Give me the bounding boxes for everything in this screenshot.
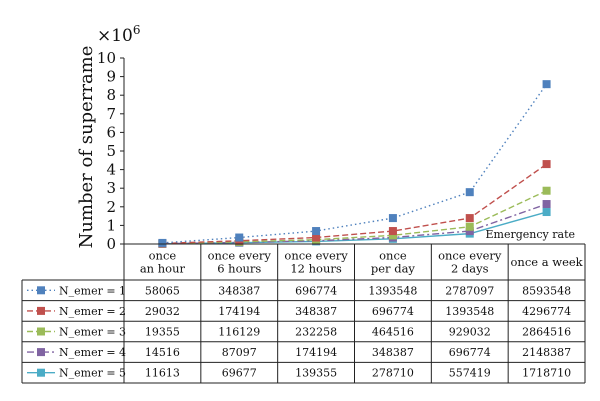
- series-line: [162, 190, 547, 245]
- y-tick-label: 3: [106, 179, 116, 197]
- legend-marker: [37, 327, 45, 336]
- table-cell: 696774: [372, 305, 414, 318]
- table-cell: 87097: [222, 346, 257, 359]
- table-cell: 557419: [449, 367, 491, 380]
- y-exponent-base: ×10: [97, 26, 133, 46]
- table-header-line: an hour: [140, 262, 186, 276]
- table-cell: 29032: [145, 305, 180, 318]
- table-cell: 696774: [449, 346, 491, 359]
- series-point: [312, 227, 321, 236]
- y-tick-label: 0: [106, 235, 116, 253]
- legend-marker: [37, 286, 45, 295]
- table-header-line: 6 hours: [217, 262, 261, 276]
- series-point: [388, 231, 397, 240]
- table-cell: 2864516: [522, 326, 571, 339]
- series-point: [465, 214, 474, 223]
- table-header-line: once a week: [510, 255, 583, 269]
- table-cell: 8593548: [522, 284, 571, 297]
- series-point: [465, 222, 474, 231]
- table-cell: 2787097: [445, 284, 494, 297]
- series-point: [542, 160, 551, 169]
- series-point: [542, 200, 551, 209]
- series-point: [312, 233, 321, 242]
- y-axis-label: Number of superrame: [76, 46, 97, 249]
- table-header-line: once every: [284, 249, 348, 263]
- table-header-label: once every 6 hours: [208, 249, 272, 276]
- table-cell: 278710: [372, 367, 414, 380]
- legend-marker: [37, 368, 45, 377]
- table-cell: 696774: [295, 284, 337, 297]
- table-cell: 232258: [295, 326, 337, 339]
- series-point: [388, 214, 397, 223]
- table-cell: 116129: [218, 326, 260, 339]
- series-line: [162, 163, 547, 245]
- y-tick-label: 6: [106, 123, 116, 141]
- table-header-label: once every 2 days: [438, 249, 502, 276]
- y-exponent-power: 6: [133, 23, 141, 37]
- table-header-label: once an hour: [140, 249, 186, 276]
- table-header-label: once per day: [371, 249, 416, 276]
- series-point: [158, 238, 167, 247]
- table-header-line: once: [379, 249, 407, 263]
- table-cell: 348387: [218, 284, 260, 297]
- legend-label: N_emer = 2: [59, 305, 126, 318]
- table-header-line: once every: [208, 249, 272, 263]
- x-axis-label: Emergency rate: [486, 228, 575, 241]
- table-header-label: once every 12 hours: [284, 249, 348, 276]
- legend-label: N_emer = 4: [59, 346, 126, 359]
- table-cell: 139355: [295, 367, 337, 380]
- y-tick-label: 9: [106, 68, 116, 86]
- table-header-label: once a week: [510, 255, 583, 269]
- table-header-line: once: [149, 249, 177, 263]
- legend-label: N_emer = 5: [59, 367, 126, 380]
- series-point: [235, 233, 244, 242]
- y-tick-label: 4: [106, 161, 116, 179]
- table-cell: 348387: [295, 305, 337, 318]
- table-cell: 2148387: [522, 346, 571, 359]
- table-cell: 348387: [372, 346, 414, 359]
- series-point: [542, 80, 551, 89]
- table-cell: 1393548: [368, 284, 417, 297]
- table-header-line: once every: [438, 249, 502, 263]
- series-point: [388, 227, 397, 236]
- table-cell: 11613: [145, 367, 180, 380]
- legend-marker: [37, 348, 45, 357]
- series-point: [465, 188, 474, 197]
- y-tick-label: 10: [97, 49, 116, 67]
- series-point: [542, 208, 551, 217]
- y-tick-label: 1: [106, 216, 116, 234]
- table-cell: 1718710: [522, 367, 571, 380]
- legend-label: N_emer = 3: [59, 326, 126, 339]
- y-tick-label: 8: [106, 86, 116, 104]
- table-cell: 4296774: [522, 305, 571, 318]
- table-cell: 929032: [449, 326, 491, 339]
- y-tick-label: 7: [106, 105, 116, 123]
- y-tick-label: 2: [106, 198, 116, 216]
- series-lines: [158, 80, 551, 248]
- series-point: [465, 227, 474, 236]
- y-exponent-label: ×106: [97, 23, 141, 46]
- table-cell: 174194: [295, 346, 337, 359]
- series-point: [542, 186, 551, 195]
- table-cell: 69677: [222, 367, 257, 380]
- series-line: [162, 83, 548, 244]
- legend-marker: [37, 306, 45, 315]
- legend-label: N_emer = 1: [59, 284, 126, 297]
- table-header-line: 12 hours: [290, 262, 342, 276]
- table-cell: 464516: [372, 326, 414, 339]
- table-header-line: per day: [371, 262, 416, 276]
- table-cell: 14516: [145, 346, 180, 359]
- table-cell: 58065: [145, 284, 180, 297]
- table-cell: 19355: [145, 326, 180, 339]
- table-cell: 174194: [218, 305, 260, 318]
- table-header-line: 2 days: [451, 262, 489, 276]
- table-cell: 1393548: [445, 305, 494, 318]
- y-tick-label: 5: [106, 142, 116, 160]
